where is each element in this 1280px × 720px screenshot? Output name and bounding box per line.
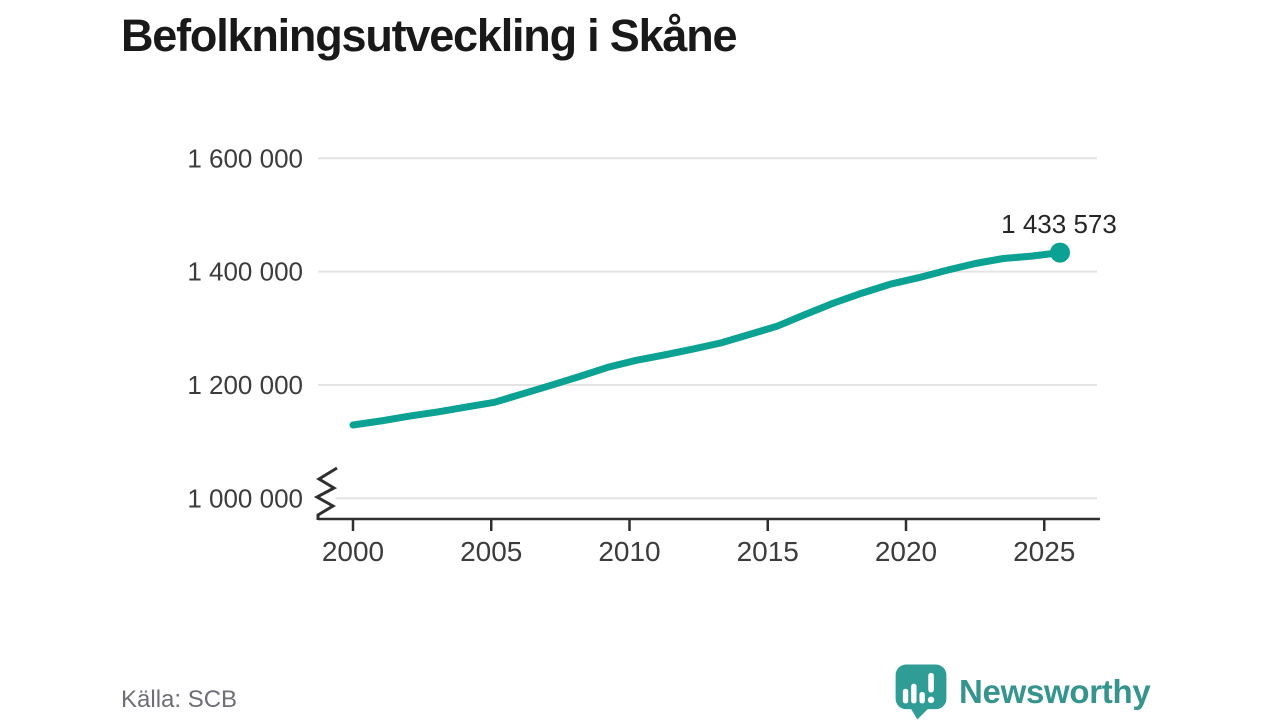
x-tick-label: 2010	[598, 536, 660, 567]
bar-chart-bubble-icon	[895, 664, 947, 720]
y-tick-label: 1 000 000	[187, 483, 303, 513]
x-tick-label: 2025	[1013, 536, 1075, 567]
newsworthy-logo: Newsworthy	[894, 663, 1151, 720]
axis-break-icon	[313, 466, 338, 520]
y-tick-label: 1 200 000	[187, 370, 303, 400]
x-tick-label: 2020	[875, 536, 937, 567]
population-line	[349, 249, 1064, 429]
y-tick-label: 1 400 000	[187, 257, 303, 287]
y-tick-label: 1 600 000	[187, 143, 303, 173]
end-point-label: 1 433 573	[1001, 209, 1117, 239]
x-tick-label: 2015	[737, 536, 799, 567]
x-tick-label: 2005	[460, 536, 522, 567]
brand-name: Newsworthy	[959, 672, 1151, 710]
end-point-dot	[1050, 242, 1070, 263]
source-text: Källa: SCB	[121, 686, 238, 713]
page-title: Befolkningsutveckling i Skåne	[121, 10, 738, 61]
x-tick-label: 2000	[322, 536, 384, 567]
